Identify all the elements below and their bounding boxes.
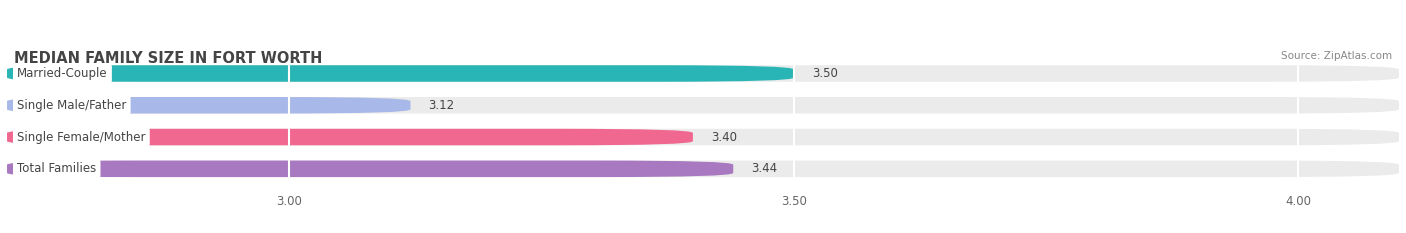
- Text: 3.50: 3.50: [811, 67, 838, 80]
- Text: Total Families: Total Families: [17, 162, 97, 175]
- Text: 3.40: 3.40: [711, 130, 737, 144]
- Text: 3.12: 3.12: [429, 99, 454, 112]
- FancyBboxPatch shape: [7, 161, 1399, 177]
- Text: Married-Couple: Married-Couple: [17, 67, 108, 80]
- FancyBboxPatch shape: [7, 65, 1399, 82]
- Text: MEDIAN FAMILY SIZE IN FORT WORTH: MEDIAN FAMILY SIZE IN FORT WORTH: [14, 51, 322, 66]
- FancyBboxPatch shape: [7, 129, 693, 145]
- Text: 3.44: 3.44: [751, 162, 778, 175]
- FancyBboxPatch shape: [7, 161, 734, 177]
- Text: Single Male/Father: Single Male/Father: [17, 99, 127, 112]
- FancyBboxPatch shape: [7, 129, 1399, 145]
- FancyBboxPatch shape: [7, 65, 794, 82]
- Text: Single Female/Mother: Single Female/Mother: [17, 130, 146, 144]
- Text: Source: ZipAtlas.com: Source: ZipAtlas.com: [1281, 51, 1392, 61]
- FancyBboxPatch shape: [7, 97, 1399, 113]
- FancyBboxPatch shape: [7, 97, 411, 113]
